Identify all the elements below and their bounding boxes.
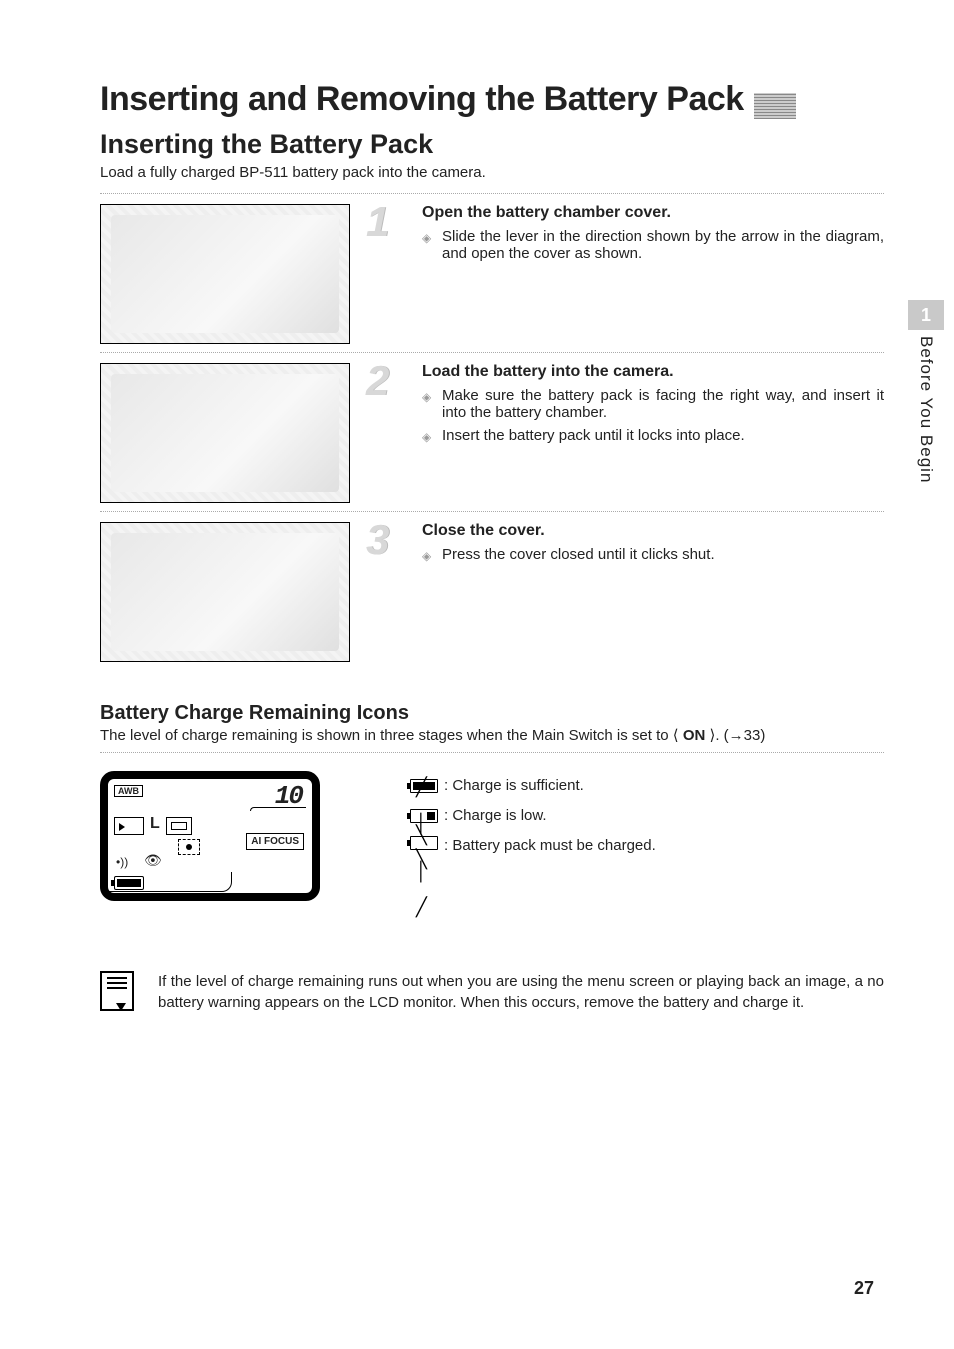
title-decoration-icon (754, 93, 796, 119)
bullet-icon: ◈ (422, 228, 432, 262)
divider (100, 511, 884, 512)
battery-section-intro: The level of charge remaining is shown i… (100, 725, 884, 746)
battery-section-heading: Battery Charge Remaining Icons (100, 702, 884, 725)
battery-level-legend: : Charge is sufficient. : Charge is low.… (410, 771, 656, 901)
battery-full-label: : Charge is sufficient. (444, 771, 584, 801)
battery-low-label: : Charge is low. (444, 801, 547, 831)
step-3-bullet-1: Press the cover closed until it clicks s… (442, 546, 715, 566)
lcd-awb-label: AWB (114, 785, 143, 797)
step-3-heading: Close the cover. (422, 522, 884, 540)
lcd-drive-icon (114, 817, 144, 835)
note-block: If the level of charge remaining runs ou… (100, 971, 884, 1013)
step-number-3: 3 (366, 516, 389, 564)
chapter-label: Before You Begin (916, 336, 936, 483)
side-chapter-tab: 1 Before You Begin (908, 300, 944, 483)
chapter-number: 1 (908, 300, 944, 330)
lcd-shots-remaining: 10 (275, 781, 302, 811)
note-icon (100, 971, 134, 1011)
lcd-redeye-icon: 👁 (144, 852, 162, 869)
divider (100, 352, 884, 353)
lcd-battery-icon (114, 876, 144, 890)
note-text: If the level of charge remaining runs ou… (158, 971, 884, 1013)
bullet-icon: ◈ (422, 546, 432, 566)
step-2-illustration (100, 363, 350, 503)
lcd-beep-icon: •)) (116, 855, 128, 869)
bullet-icon: ◈ (422, 387, 432, 421)
step-2-bullet-1: Make sure the battery pack is facing the… (442, 387, 884, 421)
intro-text: Load a fully charged BP-511 battery pack… (100, 164, 884, 181)
step-1-illustration (100, 204, 350, 344)
lcd-af-mode-label: AI FOCUS (246, 833, 304, 850)
lcd-size-label: L (150, 815, 160, 833)
page-sub-title: Inserting the Battery Pack (100, 129, 884, 160)
step-3-illustration (100, 522, 350, 662)
step-1-bullet-1: Slide the lever in the direction shown b… (442, 228, 884, 262)
step-1-heading: Open the battery chamber cover. (422, 204, 884, 222)
step-number-2: 2 (366, 357, 389, 405)
step-2: 2 Load the battery into the camera. ◈ Ma… (100, 363, 884, 503)
divider (100, 752, 884, 753)
step-2-bullet-2: Insert the battery pack until it locks i… (442, 427, 745, 447)
battery-empty-label: : Battery pack must be charged. (444, 831, 656, 861)
bullet-icon: ◈ (422, 427, 432, 447)
divider (100, 193, 884, 194)
step-3: 3 Close the cover. ◈ Press the cover clo… (100, 522, 884, 662)
page-main-title: Inserting and Removing the Battery Pack (100, 80, 744, 118)
step-1: 1 Open the battery chamber cover. ◈ Slid… (100, 204, 884, 344)
page-number: 27 (854, 1278, 874, 1299)
lcd-panel-illustration: AWB 10 L AI FOCUS •)) 👁 (100, 771, 320, 901)
lcd-af-point-icon (178, 839, 200, 855)
lcd-quality-icon (166, 817, 192, 835)
step-2-heading: Load the battery into the camera. (422, 363, 884, 381)
step-number-1: 1 (366, 198, 389, 246)
